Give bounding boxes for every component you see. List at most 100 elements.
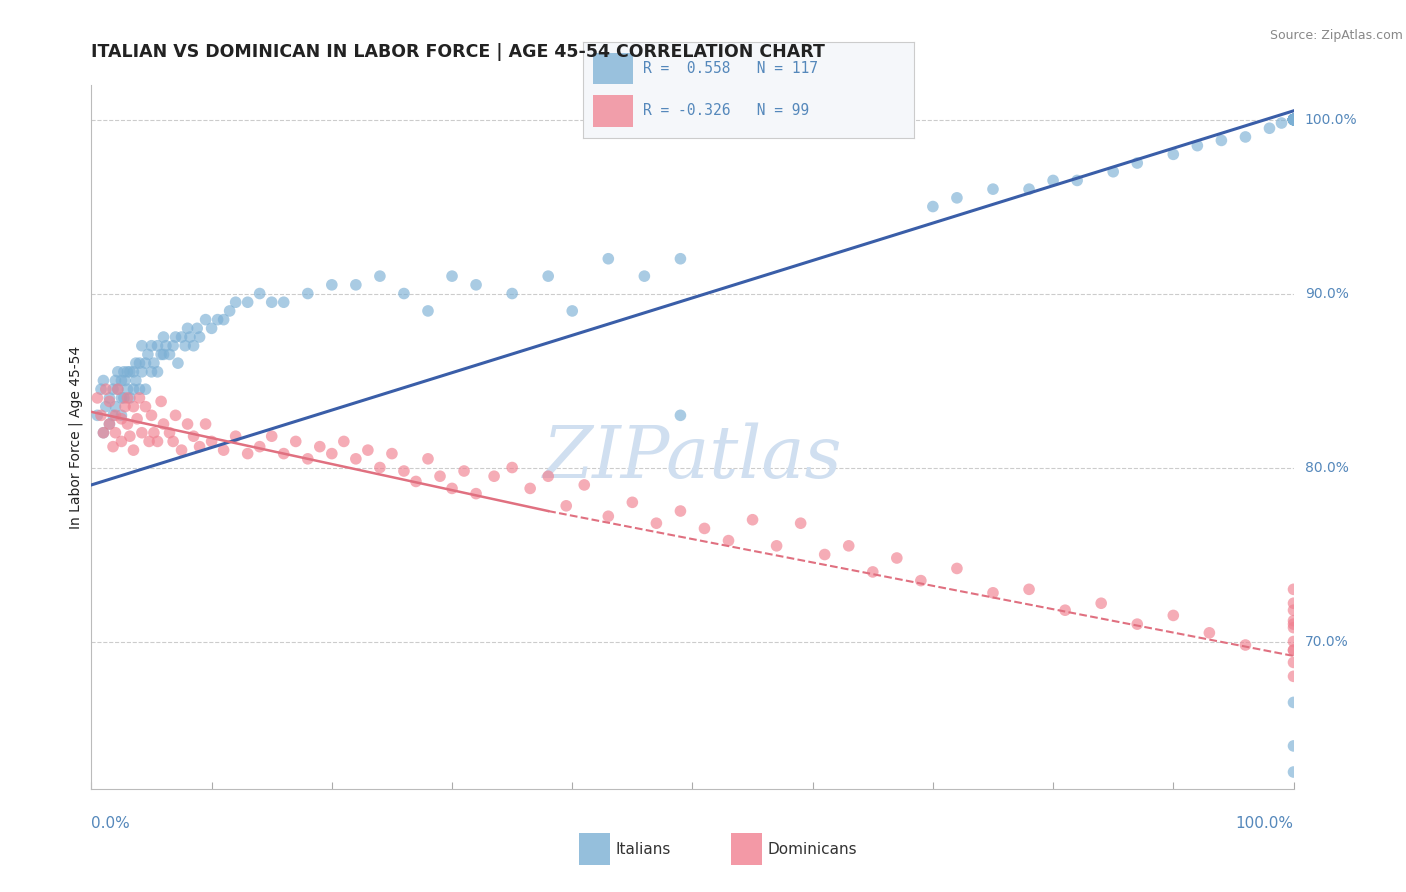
- Point: [1282, 112, 1305, 127]
- Point: [152, 330, 174, 344]
- Point: [98, 417, 121, 431]
- Point: [1282, 112, 1305, 127]
- Point: [107, 365, 129, 379]
- Point: [1282, 643, 1305, 657]
- Point: [465, 486, 488, 500]
- Text: R =  0.558   N = 117: R = 0.558 N = 117: [643, 61, 818, 76]
- Point: [125, 356, 148, 370]
- Point: [1282, 112, 1305, 127]
- Text: Italians: Italians: [616, 842, 671, 856]
- Point: [159, 425, 181, 440]
- Point: [1282, 112, 1305, 127]
- Point: [90, 382, 112, 396]
- Point: [1282, 112, 1305, 127]
- Point: [1282, 695, 1305, 709]
- Point: [1161, 608, 1184, 623]
- Point: [114, 374, 136, 388]
- Point: [183, 429, 205, 443]
- Point: [117, 417, 139, 431]
- Point: [90, 409, 112, 423]
- Point: [155, 339, 177, 353]
- Point: [110, 412, 132, 426]
- Text: 100.0%: 100.0%: [1236, 816, 1294, 831]
- Point: [260, 429, 283, 443]
- Point: [416, 304, 439, 318]
- Point: [1090, 596, 1112, 610]
- Point: [134, 400, 156, 414]
- Point: [188, 440, 211, 454]
- Point: [368, 269, 391, 284]
- Point: [236, 447, 259, 461]
- Point: [1282, 112, 1305, 127]
- Point: [1187, 138, 1209, 153]
- Point: [1018, 582, 1040, 597]
- Point: [1282, 739, 1305, 753]
- Point: [170, 443, 193, 458]
- Point: [86, 409, 108, 423]
- Point: [946, 191, 969, 205]
- Point: [1282, 112, 1305, 127]
- Point: [188, 330, 211, 344]
- Point: [1282, 614, 1305, 628]
- Point: [1126, 617, 1149, 632]
- Point: [107, 382, 129, 396]
- Point: [142, 425, 165, 440]
- Point: [1102, 165, 1125, 179]
- Point: [405, 475, 427, 489]
- Point: [98, 391, 121, 405]
- Point: [117, 391, 139, 405]
- Point: [110, 374, 132, 388]
- Point: [218, 304, 240, 318]
- Point: [519, 482, 541, 496]
- Point: [765, 539, 787, 553]
- Point: [561, 304, 583, 318]
- Point: [1282, 617, 1305, 632]
- Point: [308, 440, 330, 454]
- Point: [125, 412, 148, 426]
- Point: [104, 425, 127, 440]
- Text: ZIPatlas: ZIPatlas: [543, 423, 842, 493]
- Point: [1126, 156, 1149, 170]
- Text: Source: ZipAtlas.com: Source: ZipAtlas.com: [1270, 29, 1403, 42]
- Point: [165, 330, 187, 344]
- Point: [110, 391, 132, 405]
- Point: [297, 451, 319, 466]
- Point: [741, 513, 763, 527]
- Point: [1282, 112, 1305, 127]
- Point: [1282, 621, 1305, 635]
- Point: [117, 365, 139, 379]
- Point: [555, 499, 578, 513]
- Point: [392, 286, 415, 301]
- Point: [981, 182, 1004, 196]
- Point: [344, 277, 367, 292]
- Point: [1018, 182, 1040, 196]
- Point: [128, 382, 150, 396]
- Point: [122, 443, 145, 458]
- Point: [333, 434, 356, 449]
- Point: [633, 269, 655, 284]
- Point: [167, 356, 190, 370]
- Point: [118, 429, 141, 443]
- Point: [574, 478, 596, 492]
- Point: [1282, 634, 1305, 648]
- Point: [174, 339, 197, 353]
- Point: [150, 347, 173, 361]
- Point: [392, 464, 415, 478]
- Point: [1282, 112, 1305, 127]
- Point: [86, 391, 108, 405]
- Point: [1282, 603, 1305, 617]
- Point: [838, 539, 860, 553]
- Point: [112, 365, 135, 379]
- Point: [128, 391, 150, 405]
- Point: [110, 434, 132, 449]
- Point: [1234, 130, 1257, 145]
- Point: [1282, 643, 1305, 657]
- Point: [501, 286, 523, 301]
- Point: [598, 252, 620, 266]
- Point: [131, 339, 153, 353]
- Point: [201, 434, 224, 449]
- Point: [201, 321, 224, 335]
- Point: [194, 312, 217, 326]
- Point: [297, 286, 319, 301]
- Point: [236, 295, 259, 310]
